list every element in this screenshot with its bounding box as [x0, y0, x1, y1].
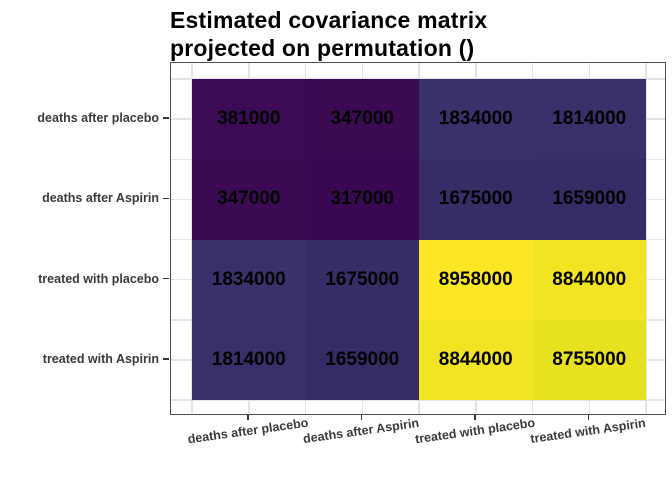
plot-panel: 381000 347000 1834000 1814000 347000 317000 16…	[170, 62, 666, 415]
heatmap-cell: 347000	[305, 79, 419, 160]
heatmap-cell: 1675000	[419, 159, 533, 240]
y-axis-tick	[163, 277, 169, 280]
x-axis-tick	[474, 415, 476, 420]
y-axis-label: treated with Aspirin	[42, 351, 159, 366]
y-axis-tick	[163, 117, 169, 119]
heatmap-cell: 1814000	[192, 319, 306, 400]
heatmap-tiles: 381000 347000 1834000 1814000 347000 317000 16…	[192, 79, 646, 400]
heatmap-cell: 8844000	[419, 319, 533, 400]
x-axis-tick	[587, 415, 589, 420]
chart-title-line1: Estimated covariance matrix	[170, 7, 488, 33]
heatmap-cell: 1659000	[532, 159, 646, 240]
chart-title-line2: projected on permutation ()	[170, 35, 475, 61]
gridline-horizontal	[171, 399, 665, 401]
y-axis-label: treated with placebo	[38, 271, 159, 286]
x-axis-tick	[360, 415, 362, 420]
heatmap-cell: 1834000	[419, 79, 533, 160]
heatmap-cell: 1659000	[305, 319, 419, 400]
x-axis-tick	[247, 415, 249, 420]
heatmap-cell: 381000	[192, 79, 306, 160]
chart-title: Estimated covariance matrix projected on…	[170, 6, 487, 62]
y-axis-label: deaths after placebo	[37, 111, 159, 126]
heatmap-cell: 8755000	[532, 319, 646, 400]
heatmap-cell: 1834000	[192, 239, 306, 320]
y-axis-tick	[163, 197, 169, 200]
heatmap-cell: 8844000	[532, 239, 646, 320]
heatmap-cell: 1675000	[305, 239, 419, 320]
y-axis-tick	[163, 358, 169, 360]
heatmap-cell: 347000	[192, 159, 306, 240]
heatmap-cell: 8958000	[419, 239, 533, 320]
heatmap-cell: 1814000	[532, 79, 646, 160]
y-axis-label: deaths after Aspirin	[42, 191, 159, 206]
gridline-vertical	[645, 63, 647, 414]
heatmap-cell: 317000	[305, 159, 419, 240]
